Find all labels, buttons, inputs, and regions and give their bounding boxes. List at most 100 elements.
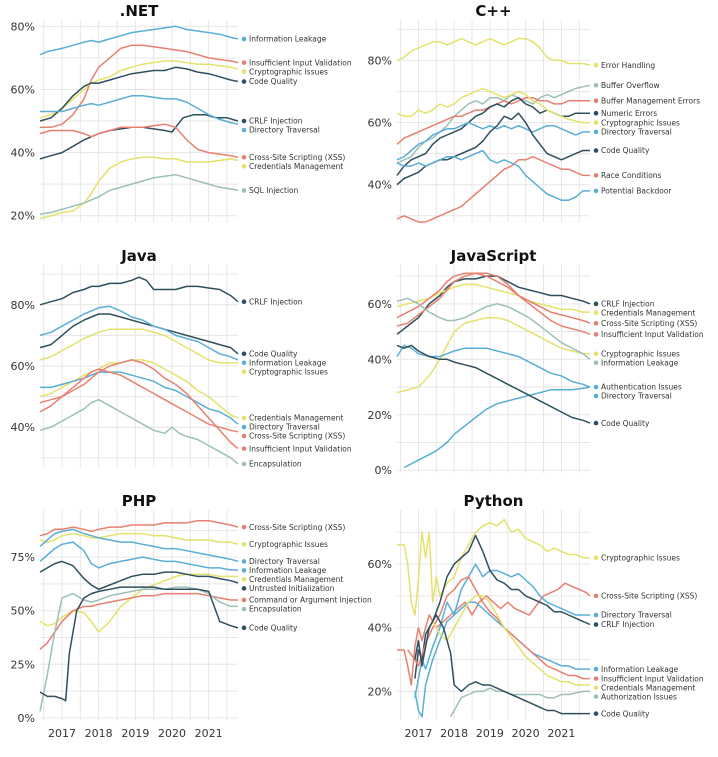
series-label-dot	[593, 301, 599, 307]
series-line-encapsulation	[39, 398, 239, 465]
series-label-dot	[241, 541, 247, 547]
series-label-dot	[593, 82, 599, 88]
y-tick-label: 60%	[368, 558, 392, 571]
panel-title: Java	[120, 247, 157, 265]
series-label: CRLF Injection	[601, 620, 655, 629]
series-label: Information Leakage	[249, 566, 327, 575]
x-tick-label: 2018	[440, 727, 468, 740]
series-line-insufficient-input-validation	[396, 272, 591, 336]
series-line-code-quality	[39, 313, 239, 355]
series-label: Insufficient Input Validation	[601, 330, 704, 339]
series-label: Cryptographic Issues	[249, 367, 328, 376]
y-tick-label: 60%	[11, 360, 35, 373]
series-label: Cross-Site Scripting (XSS)	[601, 319, 697, 328]
series-line-insufficient-input-validation	[40, 44, 239, 129]
panel-title: .NET	[120, 2, 159, 20]
series-label: Information Leakage	[601, 358, 679, 367]
series-line-code-quality	[39, 586, 239, 702]
series-label-dot	[593, 666, 599, 672]
series-label-dot	[241, 446, 247, 451]
y-tick-label: 80%	[11, 299, 35, 312]
series-label: Cryptographic Issues	[249, 67, 328, 76]
series-line-information-leakage	[396, 297, 591, 360]
series-label: Untrusted Initialization	[249, 584, 335, 593]
series-label: Cross-Site Scripting (XSS)	[601, 592, 697, 601]
series-label: Code Quality	[249, 349, 298, 358]
series-label-dot	[593, 129, 599, 135]
panel-title: C++	[475, 2, 511, 20]
y-tick-label: 80%	[11, 20, 35, 33]
series-label-dot	[593, 188, 599, 194]
series-label: Information Leakage	[249, 35, 327, 44]
series-label-dot	[241, 424, 247, 430]
series-label: Credentials Management	[249, 162, 343, 171]
series-label-dot	[593, 694, 599, 699]
series-line-directory-traversal	[40, 371, 239, 425]
series-label-dot	[241, 606, 247, 612]
y-tick-label: 20%	[368, 409, 392, 422]
y-tick-label: 40%	[11, 147, 35, 160]
x-tick-label: 2018	[85, 727, 113, 740]
series-label: Cryptographic Issues	[249, 540, 328, 549]
series-line-authorization-issues	[449, 687, 590, 718]
y-tick-label: 0%	[18, 712, 35, 725]
series-label-dot	[593, 384, 599, 390]
y-tick-label: 20%	[11, 210, 35, 223]
series-line-command-or-argument-injection	[39, 592, 238, 650]
series-line-information-leakage	[39, 541, 238, 571]
panel-title: JavaScript	[450, 247, 537, 265]
series-label-dot	[593, 593, 599, 599]
series-label-dot	[241, 351, 247, 357]
series-label: CRLF Injection	[601, 300, 655, 309]
series-label: Credentials Management	[601, 309, 695, 318]
series-label-dot	[241, 127, 247, 133]
series-label-dot	[593, 120, 599, 125]
series-label: Directory Traversal	[601, 128, 672, 137]
series-line-cross-site-scripting-xss	[39, 519, 239, 537]
series-label: Directory Traversal	[601, 392, 672, 401]
series-label-dot	[241, 577, 247, 582]
series-line-directory-traversal	[396, 121, 590, 161]
x-tick-label: 2019	[121, 727, 149, 740]
series-label: Insufficient Input Validation	[249, 444, 352, 453]
series-line-directory-traversal	[40, 95, 239, 125]
series-label-dot	[593, 685, 599, 690]
y-tick-label: 60%	[368, 298, 392, 311]
series-label-dot	[593, 676, 599, 681]
series-label-dot	[241, 36, 247, 42]
series-line-code-quality	[39, 66, 239, 122]
series-label-dot	[241, 79, 247, 84]
series-label: Directory Traversal	[601, 611, 672, 620]
series-label: Directory Traversal	[249, 126, 320, 135]
series-label: Buffer Overflow	[601, 81, 660, 90]
series-line-information-leakage	[39, 305, 239, 361]
series-label: Cryptographic Issues	[601, 553, 680, 562]
series-label-dot	[593, 320, 599, 326]
series-label: CRLF Injection	[249, 297, 303, 306]
y-tick-label: 40%	[368, 353, 392, 366]
series-label-dot	[241, 461, 247, 467]
y-tick-label: 50%	[11, 605, 35, 618]
series-label: SQL Injection	[249, 186, 299, 195]
panel-title: PHP	[122, 492, 157, 510]
x-tick-label: 2021	[195, 727, 223, 740]
series-label: Code Quality	[249, 77, 298, 86]
series-line-information-leakage	[39, 25, 239, 56]
y-tick-label: 40%	[368, 179, 392, 192]
series-label-dot	[241, 299, 247, 305]
y-tick-label: 40%	[368, 622, 392, 635]
panel-python: Python 20% 40% 60% 2017 2018 2019 2020 2021 Crypt…	[368, 492, 704, 740]
series-label-dot	[241, 163, 247, 169]
series-label: Cross-Site Scripting (XSS)	[249, 432, 345, 441]
series-label: Command or Argument Injection	[249, 596, 372, 605]
panel-php: PHP 0% 25% 50% 75% 2017 2018 2019 2020 2021 Cross-…	[11, 492, 372, 740]
series-label: Credentials Management	[601, 683, 695, 692]
panel-net: .NET 20% 40% 60% 80% Information Leakage Insuf…	[11, 2, 352, 223]
series-label-dot	[593, 310, 599, 316]
series-line-code-quality	[396, 344, 591, 424]
series-label-dot	[241, 360, 247, 366]
series-label-dot	[593, 622, 599, 627]
y-tick-label: 40%	[11, 421, 35, 434]
